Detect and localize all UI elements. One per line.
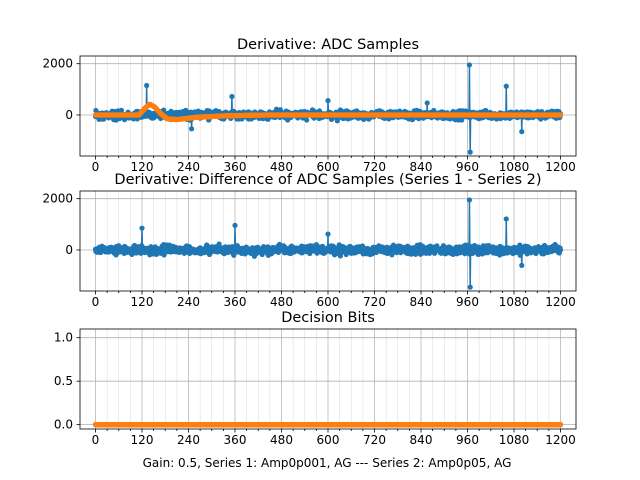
series-1-point: [325, 231, 331, 237]
series-1-point: [466, 197, 473, 203]
x-tick-label: 600: [317, 160, 340, 174]
subplot-adc-samples: 0 120 240 360 480 600 720 840 960 1080 1200 0 2000 De…: [42, 37, 577, 174]
y-tick-label: 2000: [42, 57, 73, 71]
x-tick-label: 0: [92, 160, 100, 174]
series-1-point: [319, 243, 326, 249]
series-1-point: [139, 225, 145, 231]
x-tick-label: 480: [270, 160, 293, 174]
plot-area: [92, 62, 564, 155]
series-1-point: [503, 216, 509, 222]
x-tick-label: 240: [177, 160, 200, 174]
series-1-point: [503, 83, 509, 89]
x-tick-label: 480: [270, 295, 293, 309]
y-tick-label: 0: [65, 108, 73, 122]
series-1-point: [424, 100, 430, 106]
series-1-point: [466, 62, 473, 68]
x-tick-label: 240: [177, 295, 200, 309]
plot-area: [92, 422, 564, 428]
series-1-point: [467, 149, 473, 155]
x-tick-label: 0: [92, 295, 100, 309]
series-1-point: [231, 252, 237, 258]
x-tick-label: 360: [224, 160, 247, 174]
x-tick-label: 1080: [499, 160, 530, 174]
series-1-point: [144, 82, 150, 89]
subplot-difference: 0 120 240 360 480 600 720 840 960 1080 1200 0 2000 De…: [42, 172, 577, 309]
x-tick-label: 600: [317, 295, 340, 309]
subplot-title: Derivative: ADC Samples: [237, 37, 419, 53]
series-1-point: [519, 262, 525, 268]
series-1-point: [557, 247, 564, 253]
series-1-point: [467, 284, 473, 290]
series-1-point: [232, 222, 238, 228]
series-1-point: [519, 129, 525, 135]
subplot-decision-bits: 0 120 240 360 480 600 720 840 960 1080 12000.00.51…: [54, 310, 577, 447]
x-tick-label: 960: [456, 295, 479, 309]
y-tick-label: 2000: [42, 192, 73, 206]
x-tick-label: 1200: [545, 295, 576, 309]
series-1-point: [161, 252, 167, 258]
series-1-point: [304, 117, 310, 123]
x-tick-label: 1200: [545, 160, 576, 174]
series-1-point: [216, 241, 222, 247]
plot-area: [92, 197, 564, 290]
series-1-point: [189, 126, 195, 132]
x-tick-label: 840: [410, 295, 433, 309]
x-tick-label: 960: [456, 160, 479, 174]
x-tick-label: 720: [363, 295, 386, 309]
x-tick-label: 720: [363, 160, 386, 174]
x-tick-label: 1080: [499, 295, 530, 309]
x-tick-label: 120: [131, 295, 154, 309]
y-tick-label: 0: [65, 243, 73, 257]
series-1-point: [229, 93, 235, 100]
series-1-point: [325, 98, 331, 104]
subplot-title: Derivative: Difference of ADC Samples (S…: [114, 172, 541, 188]
series-1-point: [118, 107, 125, 114]
x-tick-label: 120: [131, 160, 154, 174]
x-tick-label: 840: [410, 160, 433, 174]
x-tick-label: 360: [224, 295, 247, 309]
series-2-point: [557, 112, 564, 118]
